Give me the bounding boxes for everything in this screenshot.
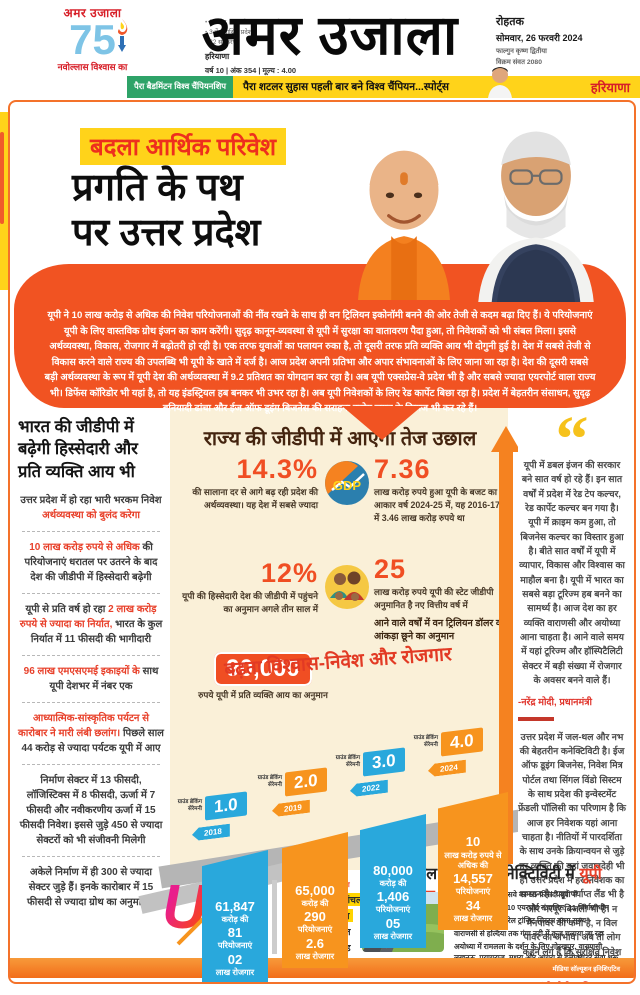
masthead-title: अमर उजाला [201,4,459,66]
modi-quote-author: -नरेंद्र मोदी, प्रधानमंत्री [518,696,593,708]
sports-teaser-strip: पैरा बैडमिंटन विश्व चैंपियनशिप पैरा शटलर… [0,67,640,98]
modi-quote: यूपी में डबल इंजन की सरकार बने सात वर्ष … [519,460,625,686]
panchang-tithi: फाल्गुन कृष्ण द्वितीया [496,48,547,55]
left-column-item: उत्तर प्रदेश में हो रहा भारी भरकम निवेश … [20,494,162,521]
issue-line: वर्ष 10 | अंक 354 | मूल्य : 4.00 [205,66,297,76]
edition-count-states: 6 राज्य [205,18,315,28]
divider [22,763,160,765]
anniversary-number: 75 [69,16,116,63]
edition-state: हरियाणा [205,52,230,62]
connectivity-bullet: देश में सबसे ज्यादा 10 एयरपोर्ट संचालित,… [454,903,609,912]
headline-line2: पर उत्तर प्रदेश [72,211,261,254]
family-icon [325,565,369,609]
torch-flame-icon [117,19,128,52]
footer-credit-bar: मीडिया सॉल्यूशन इनिशिएटिव [10,958,634,978]
groundbreaking-chart: बढ़ता विश्वास-निवेश और रोजगार ग्राउंड ब्… [158,642,522,982]
strip-state-label: हरियाणा [590,80,630,95]
left-yellow-decor-bar [0,112,9,290]
intro-blob: यूपी ने 10 लाख करोड़ से अधिक की निवेश पर… [14,264,626,414]
chart-title: बढ़ता विश्वास-निवेश और रोजगार [223,644,453,681]
up-arrow-shaft [499,450,513,864]
left-column-title: भारत की जीडीपी में बढ़ेगी हिस्सेदारी और … [18,418,138,481]
gbc1-column: 61,847 करोड़ की 81 परियोजनाएं 02 लाख रोजगार [202,850,268,982]
gbc2-column: 65,000 करोड़ की 290 परियोजनाएं 2.6 लाख रोजग… [282,832,348,968]
connectivity-bullet: देश का पहला रैपिड रेल ट्रांजिट सिस्टम वा… [454,916,587,925]
gbc4-ribbon: ग्राउंड ब्रेकिंग सेरेमनी 4.0 [408,727,483,757]
gdp-globe-icon: GDP [325,461,369,505]
intro-paragraph: यूपी ने 10 लाख करोड़ से अधिक की निवेश पर… [44,310,596,415]
stat-budget: 7.36 लाख करोड़ रुपये हुआ यूपी के बजट का … [374,454,500,523]
left-column-item: 10 लाख करोड़ रुपये से अधिक की परियोजनाएं… [24,541,158,583]
stat-state-gdp: 25 लाख करोड़ रुपये यूपी की स्टेट जीडीपी … [374,554,506,642]
strip-headline: पैरा शटलर सुहास पहली बार बने विश्व चैंपि… [243,81,449,93]
edition-count-ut: 3 केंद्रशासित प्रदेश [205,28,315,38]
brand-logo-text: अमर उजाला [63,6,122,20]
edition-info: 6 राज्य 3 केंद्रशासित प्रदेश 22 संस्करण … [205,18,315,77]
gbc4-year: 2024 [428,760,466,778]
panchang-samvat: विक्रम संवत 2080 [496,59,542,66]
narendra-modi-photo [478,131,594,302]
strip-badge: पैरा बैडमिंटन विश्व चैंपियनशिप [127,76,233,98]
divider [22,701,160,703]
gbc2-ribbon: ग्राउंड ब्रेकिंग सेरेमनी 2.0 [252,767,327,797]
headline-line1: प्रगति के पथ [72,167,243,209]
publication-date: सोमवार, 26 फरवरी 2024 [496,33,583,43]
edition-count-editions: 22 संस्करण [205,38,315,48]
gbc3-ribbon: ग्राउंड ब्रेकिंग सेरेमनी 3.0 [330,747,405,777]
footer-credit: मीडिया सॉल्यूशन इनिशिएटिव [552,965,620,973]
blob-notch-decor [342,406,422,440]
quotes-column: यूपी में डबल इंजन की सरकार बने सात वर्ष … [518,410,626,982]
gbc2-year: 2019 [272,800,310,818]
up-arrow-icon [491,426,521,452]
newspaper-header: अमर उजाला 75 नवोल्लास विश्वास का 6 राज्य… [0,0,640,76]
left-column-item: आध्यात्मिक-सांस्कृतिक पर्यटन से कारोबार … [18,712,164,754]
connectivity-bullet: वाराणसी से हल्दिया तक गंगा नदी में क्रूज… [454,929,604,938]
brand-tagline: नवोल्लास विश्वास का [57,62,128,72]
stat-gdp-share: 12% यूपी की हिस्सेदारी देश की जीडीपी में… [182,558,318,614]
divider [22,855,160,857]
anniversary-75-logo: 75 [69,19,128,61]
brand-logo: अमर उजाला 75 नवोल्लास विश्वास का [10,4,175,74]
left-column-item: अकेले निर्माण में ही 300 से ज्यादा सेक्ट… [27,866,155,908]
left-column-item: यूपी से प्रति वर्ष हो रहा 2 लाख करोड़ रु… [19,603,163,645]
yogi-adityanath-photo [358,150,450,300]
main-headline: प्रगति के पथ पर उत्तर प्रदेश [72,166,261,256]
gbc3-year: 2022 [350,780,388,798]
left-column-item: निर्माण सेक्टर में 13 फीसदी, लॉजिस्टिक्स… [19,774,163,846]
divider [22,530,160,532]
connectivity-bullets: भारत में कुल एक्सप्रेसवे का 55 फीसदी यूप… [454,890,628,966]
gbc1-year: 2018 [192,824,230,842]
gdp-section-title: राज्य की जीडीपी में आएगा तेज उछाल [203,428,477,450]
trillion-dollar-note: आने वाले वर्षों में वन ट्रिलियन डॉलर का … [374,617,506,642]
edition-city: रोहतक [496,16,524,28]
gdp-share-column: भारत की जीडीपी में बढ़ेगी हिस्सेदारी और … [18,416,164,910]
strip-bar: पैरा शटलर सुहास पहली बार बने विश्व चैंपि… [233,67,640,98]
stat-per-capita-income: 90,000 रुपये यूपी में प्रति व्यक्ति आय क… [188,652,338,702]
athlete-photo [488,67,512,98]
gbc4-column: 10 लाख करोड़ रुपये से अधिक की 14,557 परियो… [438,792,508,930]
date-block: रोहतक सोमवार, 26 फरवरी 2024 फाल्गुन कृष्… [496,14,626,66]
kicker: बदला आर्थिक परिवेश [80,128,287,165]
left-red-decor-bar [0,132,4,224]
pen-nib-icon [117,45,126,52]
quote-divider [518,716,554,721]
connectivity-bullet: भारत में कुल एक्सप्रेसवे का 55 फीसदी यूप… [454,890,578,899]
stat-growth-rate: 14.3% की सालाना दर से आगे बढ़ रही प्रदेश… [192,454,318,510]
gbc3-column: 80,000 करोड़ की 1,406 परियोजनाएं 05 लाख रोज… [360,814,426,948]
main-story-frame: बदला आर्थिक परिवेश प्रगति के पथ पर उत्तर… [8,100,636,984]
connectivity-bullet: अयोध्या में रामलला के दर्शन के लिए गोरखप… [454,942,619,962]
yogi-quote-author: -मुख्यमंत्री योगी आदित्यनाथ [518,980,626,982]
gbc1-ribbon: ग्राउंड ब्रेकिंग सेरेमनी 1.0 [172,791,247,821]
svg-text:GDP: GDP [333,478,362,493]
divider [22,654,160,656]
divider [22,592,160,594]
left-column-item: 96 लाख एमएसएमई इकाइयों के साथ यूपी देशभर… [23,665,159,692]
